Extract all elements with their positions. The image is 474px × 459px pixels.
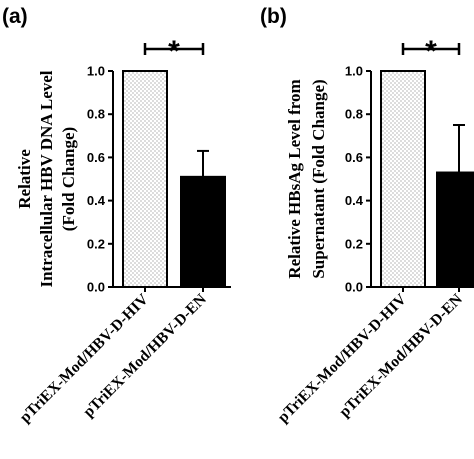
- panel-label: (a): [2, 5, 28, 28]
- y-tick-label: 0.4: [87, 193, 106, 208]
- y-tick-label: 1.0: [345, 64, 363, 79]
- y-axis-label: Relative: [15, 149, 34, 209]
- bar-1: [380, 70, 426, 288]
- panel-label: (b): [260, 5, 287, 28]
- y-tick-label: 0.0: [87, 280, 105, 295]
- y-axis-label: Intracellular HBV DNA Level: [37, 70, 56, 287]
- y-axis-label: Supernatant (Fold Change): [309, 79, 328, 278]
- y-tick-label: 0.4: [345, 193, 364, 208]
- y-tick-label: 0.0: [345, 280, 363, 295]
- x-category-label: pTriEX-Mod/HBV-D-EN: [80, 291, 210, 421]
- y-tick-label: 0.6: [345, 150, 363, 165]
- bar-1: [122, 70, 168, 288]
- y-tick-label: 0.2: [87, 236, 105, 251]
- y-axis-label: (Fold Change): [59, 127, 78, 231]
- significance-star: *: [168, 35, 180, 68]
- y-tick-label: 0.2: [345, 236, 363, 251]
- bar-2: [180, 175, 226, 288]
- y-tick-label: 0.6: [87, 150, 105, 165]
- y-tick-label: 1.0: [87, 64, 105, 79]
- significance-star: *: [425, 35, 437, 68]
- y-tick-label: 0.8: [345, 107, 363, 122]
- bar-2: [436, 171, 474, 289]
- y-tick-label: 0.8: [87, 107, 105, 122]
- y-axis-label: Relative HBsAg Level from: [285, 79, 304, 278]
